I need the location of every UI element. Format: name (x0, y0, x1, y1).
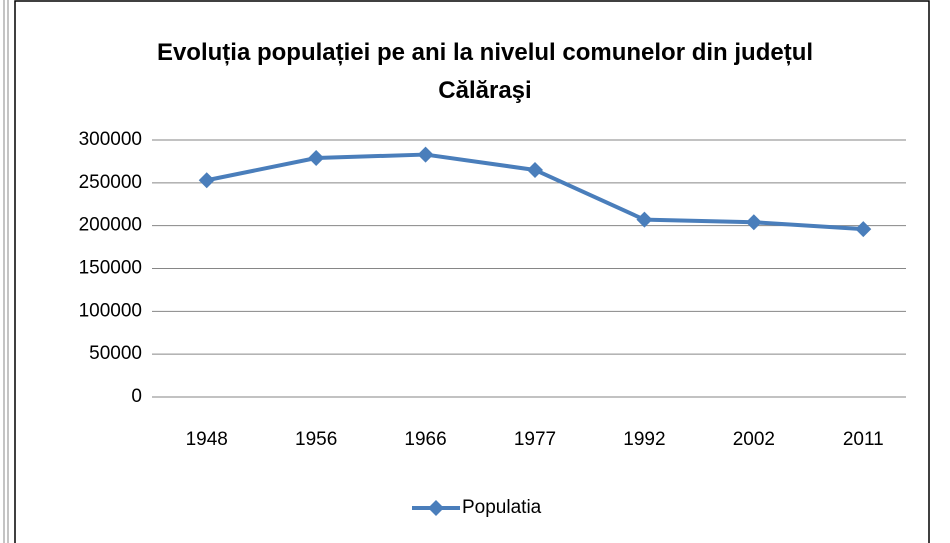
marker (636, 211, 653, 228)
y-tick-label: 0 (131, 386, 142, 407)
marker (308, 149, 325, 166)
legend-marker (428, 500, 444, 516)
x-tick-label: 1977 (514, 429, 556, 450)
y-tick-label: 200000 (79, 215, 142, 236)
y-tick-label: 150000 (79, 258, 142, 279)
chart-title: Evoluția populației pe ani la nivelul co… (156, 39, 814, 104)
x-tick-label: 2002 (733, 429, 775, 450)
legend-label: Populatia (462, 497, 542, 518)
x-tick-label: 1948 (186, 429, 228, 450)
marker (527, 161, 543, 178)
y-tick-label: 100000 (79, 300, 142, 321)
x-tick-label: 2011 (843, 429, 884, 450)
y-tick-label: 300000 (79, 129, 142, 150)
chart-border (14, 0, 930, 543)
marker (417, 146, 434, 163)
marker (198, 172, 215, 189)
x-tick-label: 1956 (295, 429, 337, 450)
x-tick-label: 1966 (404, 429, 446, 450)
x-tick-label: 1992 (623, 429, 665, 450)
y-tick-label: 250000 (79, 172, 142, 193)
y-tick-label: 50000 (89, 343, 142, 364)
marker (745, 214, 762, 231)
marker (855, 221, 872, 238)
